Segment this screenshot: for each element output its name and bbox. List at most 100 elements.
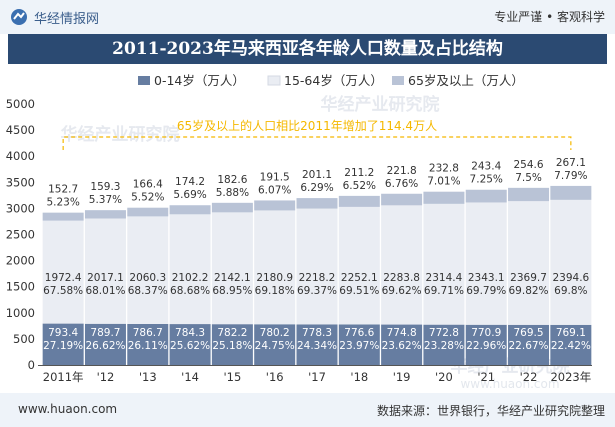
data-label-15-64-share: 69.8% xyxy=(554,285,587,297)
data-label-15-64-share: 69.51% xyxy=(339,285,379,297)
x-tick-label: 2023年 xyxy=(550,370,591,384)
chart-title: 2011-2023年马来西亚各年龄人口数量及占比结构 xyxy=(112,39,503,59)
bars xyxy=(42,185,592,365)
legend-swatch xyxy=(267,75,281,86)
annotation: 65岁及以上的人口相比2011年增加了114.4万人 xyxy=(62,118,572,150)
bar-segment xyxy=(296,324,338,365)
data-label-65plus: 232.8 xyxy=(429,163,459,175)
bar-segment xyxy=(42,212,84,221)
bar-segment xyxy=(338,195,380,207)
data-source: 数据来源：世界银行，华经产业研究院整理 xyxy=(376,404,605,418)
data-label-0-14-share: 24.34% xyxy=(297,340,337,352)
data-label-15-64: 2369.7 xyxy=(510,272,547,284)
data-label-65plus-share: 7.5% xyxy=(515,172,542,184)
data-label-65plus-share: 6.52% xyxy=(343,180,376,192)
data-label-65plus: 166.4 xyxy=(133,179,163,191)
data-label-65plus: 211.2 xyxy=(344,167,374,179)
legend-label: 0-14岁（万人） xyxy=(154,73,245,88)
data-label-0-14-share: 26.62% xyxy=(85,340,125,352)
bar-segment xyxy=(84,210,126,219)
legend: 0-14岁（万人） 15-64岁（万人） 65岁及以上（万人） xyxy=(138,73,524,88)
bar-segment xyxy=(338,206,380,325)
data-label-15-64-share: 68.37% xyxy=(128,285,168,297)
bar-segment xyxy=(42,220,84,324)
legend-label: 65岁及以上（万人） xyxy=(408,73,524,88)
data-label-65plus: 159.3 xyxy=(90,181,120,193)
bar-segment xyxy=(254,200,296,211)
bar-segment xyxy=(423,191,465,204)
brand-logo-icon xyxy=(11,9,27,25)
data-label-65plus-share: 7.01% xyxy=(427,176,460,188)
data-label-0-14: 782.2 xyxy=(217,327,247,339)
data-label-15-64: 2017.1 xyxy=(87,272,124,284)
data-label-0-14-share: 25.18% xyxy=(212,340,252,352)
data-label-15-64-share: 69.71% xyxy=(424,285,464,297)
x-tick-label: '21 xyxy=(477,370,495,384)
data-label-15-64: 2218.2 xyxy=(299,272,336,284)
bar-segment xyxy=(338,324,380,365)
bar-segment xyxy=(508,201,550,325)
bar-segment xyxy=(169,324,211,365)
bar-segment xyxy=(381,205,423,325)
data-label-15-64-share: 69.62% xyxy=(382,285,422,297)
data-label-0-14-share: 23.62% xyxy=(382,340,422,352)
y-tick-label: 4500 xyxy=(6,123,35,137)
bar-segment xyxy=(127,216,169,324)
x-tick-label: '19 xyxy=(393,370,411,384)
data-label-15-64: 2343.1 xyxy=(468,272,505,284)
data-label-65plus: 267.1 xyxy=(556,157,586,169)
bar-segment xyxy=(550,324,592,365)
data-label-0-14-share: 25.62% xyxy=(170,340,210,352)
legend-swatch xyxy=(138,76,150,85)
y-tick-label: 500 xyxy=(13,332,35,346)
data-labels: 152.75.23%1972.467.58%793.427.19%159.35.… xyxy=(43,157,591,352)
data-label-0-14-share: 26.11% xyxy=(128,340,168,352)
annotation-bracket xyxy=(62,136,572,150)
data-label-65plus: 191.5 xyxy=(260,171,290,183)
watermark: 华经产业研究院 xyxy=(321,94,440,115)
data-label-65plus: 221.8 xyxy=(387,165,417,177)
data-label-0-14: 776.6 xyxy=(344,327,374,339)
data-label-0-14: 789.7 xyxy=(90,327,120,339)
footer-bar: www.huaon.com 数据来源：世界银行，华经产业研究院整理 xyxy=(0,393,615,427)
data-label-0-14: 769.1 xyxy=(556,327,586,339)
data-label-0-14: 793.4 xyxy=(48,327,78,339)
data-label-15-64: 2180.9 xyxy=(256,272,293,284)
bar-segment xyxy=(127,323,169,365)
data-label-0-14-share: 23.97% xyxy=(339,340,379,352)
data-label-15-64: 2102.2 xyxy=(172,272,209,284)
brand-name: 华经情报网 xyxy=(34,11,100,27)
y-tick-label: 1000 xyxy=(6,306,35,320)
bar-segment xyxy=(254,210,296,325)
y-tick-label: 3500 xyxy=(6,175,35,189)
bar-segment xyxy=(211,324,253,365)
bar-segment xyxy=(508,324,550,365)
x-tick-label: '16 xyxy=(266,370,284,384)
bar-segment xyxy=(508,187,550,202)
y-tick-label: 3000 xyxy=(6,201,35,215)
data-label-65plus: 243.4 xyxy=(471,161,501,173)
bar-segment xyxy=(296,198,338,209)
bar-segment xyxy=(84,218,126,324)
slogan: 专业严谨 • 客观科学 xyxy=(494,10,605,24)
data-label-65plus: 201.1 xyxy=(302,169,332,181)
watermark: 华经产业研究院 xyxy=(61,124,180,145)
data-label-15-64: 2252.1 xyxy=(341,272,378,284)
x-tick-label: 2011年 xyxy=(43,370,84,384)
bar-segment xyxy=(127,207,169,217)
data-label-65plus-share: 6.07% xyxy=(258,184,291,196)
y-tick-label: 1500 xyxy=(6,280,35,294)
y-tick-label: 4000 xyxy=(6,149,35,163)
data-label-65plus-share: 6.29% xyxy=(300,182,333,194)
data-label-65plus-share: 6.76% xyxy=(385,178,418,190)
x-tick-label: '15 xyxy=(223,370,241,384)
y-tick-label: 0 xyxy=(28,358,35,372)
annotation-text: 65岁及以上的人口相比2011年增加了114.4万人 xyxy=(177,118,437,133)
data-label-15-64-share: 69.79% xyxy=(466,285,506,297)
data-label-65plus-share: 5.23% xyxy=(46,197,79,209)
bar-segment xyxy=(296,208,338,325)
data-label-0-14-share: 22.67% xyxy=(509,340,549,352)
site-url: www.huaon.com xyxy=(18,402,118,416)
x-tick-label: '20 xyxy=(435,370,453,384)
